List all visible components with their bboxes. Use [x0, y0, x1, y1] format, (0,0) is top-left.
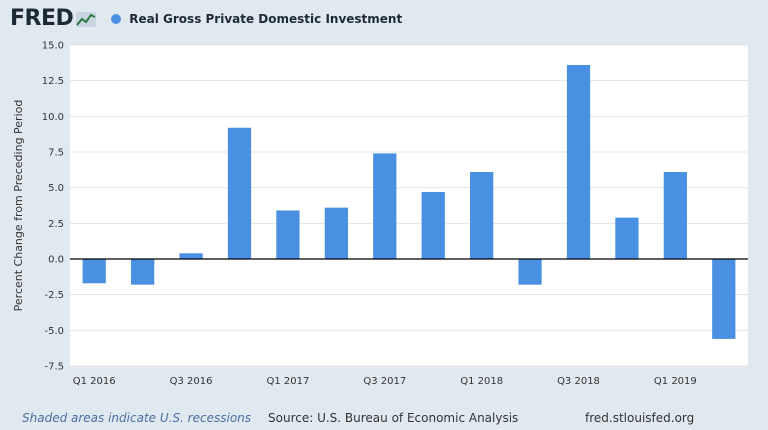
x-tick-label: Q1 2019	[654, 376, 697, 387]
bar-q4-2018[interactable]	[615, 217, 639, 259]
source-text: Source: U.S. Bureau of Economic Analysis	[268, 411, 519, 425]
fred-chart-icon	[76, 12, 97, 27]
fred-logo-text: FRED	[10, 6, 74, 31]
recession-note: Shaded areas indicate U.S. recessions	[22, 411, 252, 425]
x-tick-label: Q3 2017	[363, 376, 406, 387]
site-url[interactable]: fred.stlouisfed.org	[585, 411, 695, 425]
bar-q3-2018[interactable]	[566, 64, 591, 260]
y-tick-label: 7.5	[48, 148, 64, 159]
bar-q3-2017[interactable]	[373, 153, 397, 259]
bar-q2-2016[interactable]	[131, 259, 155, 285]
bars	[82, 64, 736, 339]
legend: Real Gross Private Domestic Investment	[111, 12, 402, 26]
bar-q2-2018[interactable]	[518, 259, 542, 285]
bar-q1-2019[interactable]	[663, 171, 687, 259]
x-tick-label: Q3 2018	[557, 376, 600, 387]
y-tick-label: -2.5	[44, 290, 64, 301]
bar-q2-2019[interactable]	[712, 259, 736, 339]
bar-q4-2016[interactable]	[227, 127, 252, 259]
bar-q1-2016[interactable]	[82, 259, 106, 284]
bar-q1-2018[interactable]	[470, 171, 494, 259]
y-tick-label: 12.5	[42, 76, 64, 87]
legend-label: Real Gross Private Domestic Investment	[129, 12, 403, 26]
bar-q4-2017[interactable]	[421, 191, 445, 259]
bar-q3-2016[interactable]	[179, 253, 203, 259]
chart-header: FRED Real Gross Private Domestic Investm…	[10, 6, 402, 32]
x-tick-label: Q1 2016	[73, 376, 116, 387]
bar-q1-2017[interactable]	[276, 210, 300, 259]
x-tick-label: Q3 2016	[170, 376, 213, 387]
bar-chart: 15.0 12.5 10.0 7.5 5.0 2.5 0.0 -2.5 -5.0 -7.5 Q1 …	[12, 41, 748, 387]
y-tick-label: 10.0	[42, 112, 64, 123]
x-tick-label: Q1 2017	[266, 376, 309, 387]
plot-area	[70, 45, 748, 366]
y-tick-label: -5.0	[44, 326, 64, 337]
chart-footer: Shaded areas indicate U.S. recessions So…	[0, 411, 768, 427]
y-axis-label: Percent Change from Preceding Period	[12, 100, 25, 312]
y-tick-label: 5.0	[48, 183, 64, 194]
y-axis-ticks: 15.0 12.5 10.0 7.5 5.0 2.5 0.0 -2.5 -5.0 -7.5	[42, 41, 64, 373]
y-tick-label: 2.5	[48, 219, 64, 230]
y-tick-label: 0.0	[48, 255, 64, 266]
x-axis-ticks: Q1 2016 Q3 2016 Q1 2017 Q3 2017 Q1 2018 Q3 20…	[73, 376, 697, 387]
x-tick-label: Q1 2018	[460, 376, 503, 387]
legend-swatch	[111, 14, 122, 24]
y-tick-label: 15.0	[42, 41, 64, 52]
fred-logo[interactable]: FRED	[10, 8, 97, 30]
y-tick-label: -7.5	[44, 362, 64, 373]
bar-q2-2017[interactable]	[324, 207, 348, 259]
